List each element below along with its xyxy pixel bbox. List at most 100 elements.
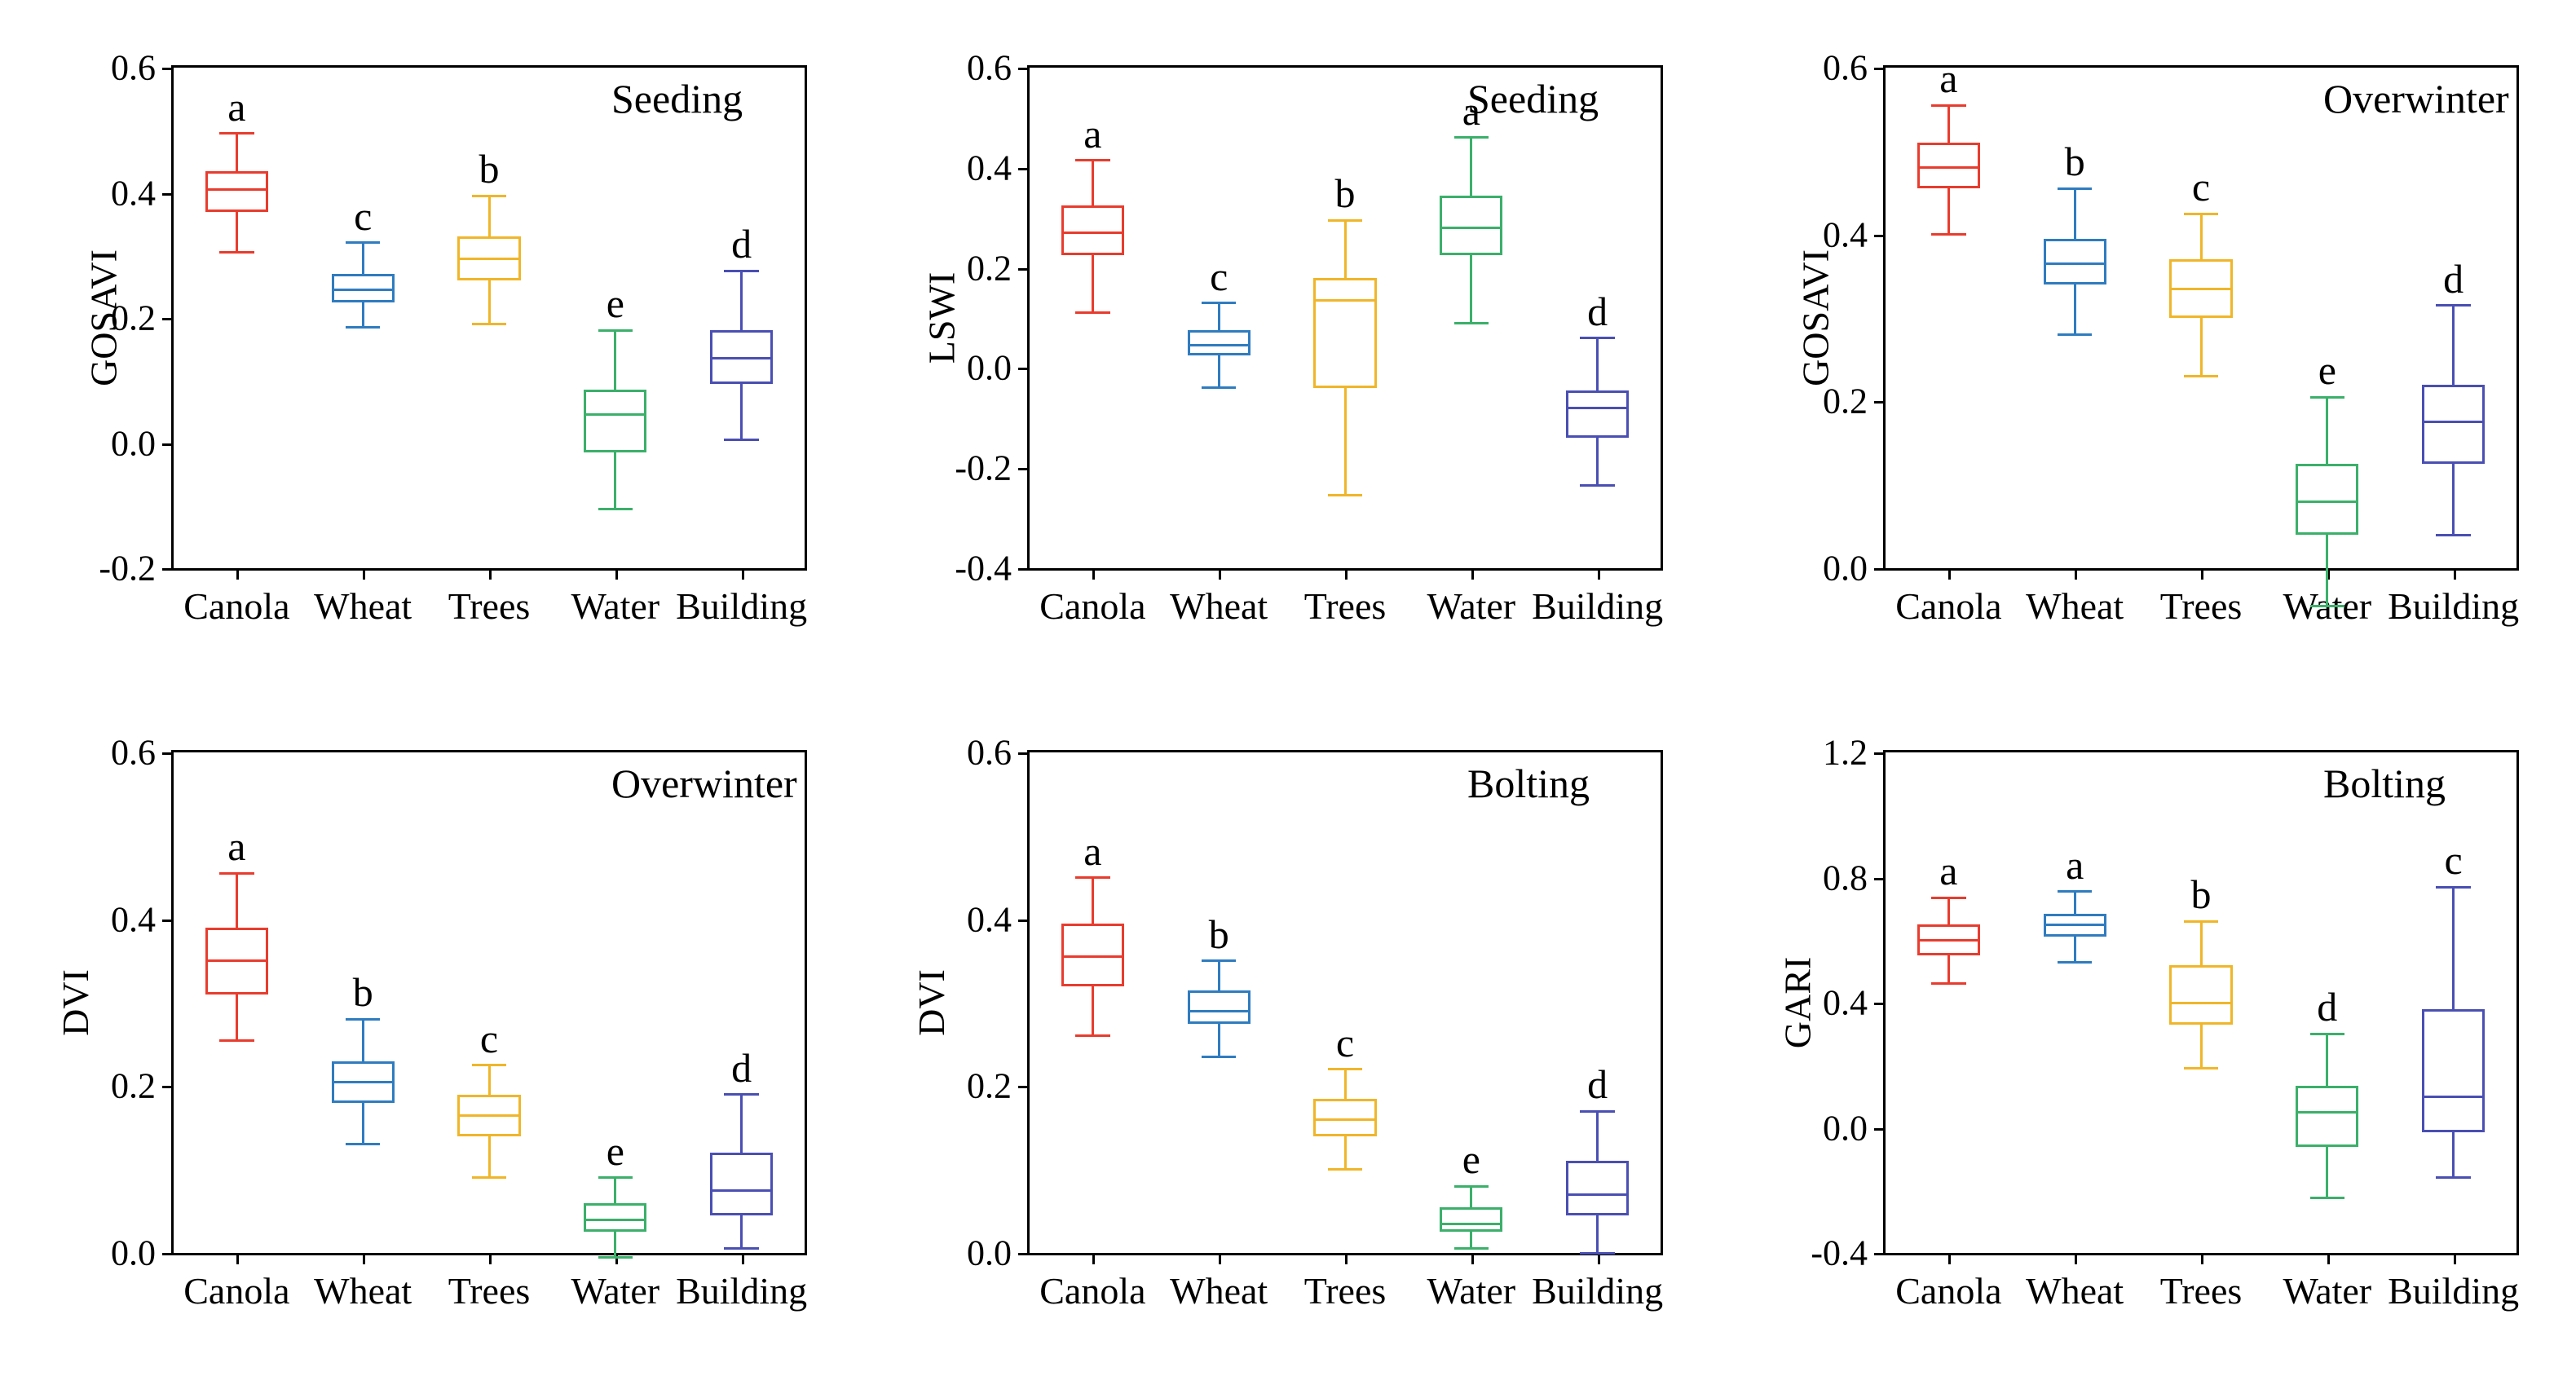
significance-letter: b bbox=[1209, 911, 1229, 958]
boxplot-cap bbox=[1328, 494, 1363, 496]
boxplot-median bbox=[457, 1114, 520, 1117]
boxplot-cap bbox=[598, 329, 633, 332]
boxplot-box bbox=[2422, 385, 2485, 464]
x-tick-label: Water bbox=[2283, 1253, 2371, 1312]
x-tick-label: Water bbox=[1427, 1253, 1515, 1312]
significance-letter: d bbox=[731, 220, 752, 267]
boxplot-cap bbox=[1328, 1068, 1363, 1070]
plot-area: -0.4-0.20.00.20.40.6CanolaaWheatcTreesbW… bbox=[1027, 65, 1663, 571]
x-tick-label: Canola bbox=[1039, 1253, 1145, 1312]
boxplot-cap bbox=[1454, 136, 1489, 139]
y-tick-label: 0.4 bbox=[1823, 982, 1886, 1024]
significance-letter: d bbox=[731, 1044, 752, 1092]
boxplot-box bbox=[1061, 924, 1124, 986]
boxplot-cap bbox=[472, 1176, 507, 1179]
significance-letter: c bbox=[1336, 1019, 1354, 1066]
y-axis-label: GARI bbox=[1775, 957, 1819, 1048]
x-tick-label: Trees bbox=[448, 1253, 531, 1312]
panel-title: Bolting bbox=[1467, 760, 1590, 807]
boxplot-cap bbox=[1202, 386, 1237, 389]
panel-p12: LSWI -0.4-0.20.00.20.40.6CanolaaWheatcTre… bbox=[880, 24, 1704, 668]
boxplot-cap bbox=[2184, 213, 2219, 215]
boxplot-box bbox=[1440, 196, 1502, 256]
x-tick-label: Trees bbox=[2160, 568, 2243, 628]
panel-p13: GOSAVI 0.00.20.40.6CanolaaWheatbTreescWat… bbox=[1736, 24, 2560, 668]
panel-title: Bolting bbox=[2323, 760, 2446, 807]
plot-area: -0.40.00.40.81.2CanolaaWheataTreesbWater… bbox=[1883, 750, 2519, 1255]
y-tick-label: 0.0 bbox=[1823, 1107, 1886, 1149]
significance-letter: c bbox=[2444, 836, 2462, 884]
y-tick-label: 0.0 bbox=[967, 1233, 1030, 1274]
boxplot-box bbox=[2044, 239, 2106, 284]
x-tick-label: Wheat bbox=[314, 568, 412, 628]
boxplot-cap bbox=[472, 323, 507, 325]
y-tick-label: -0.2 bbox=[955, 448, 1030, 489]
significance-letter: e bbox=[607, 1127, 624, 1175]
boxplot-cap bbox=[724, 270, 759, 272]
y-tick-label: 0.6 bbox=[967, 732, 1030, 774]
boxplot-box bbox=[584, 1203, 646, 1233]
boxplot-cap bbox=[1931, 233, 1966, 236]
boxplot-cap bbox=[2310, 1033, 2345, 1035]
significance-letter: a bbox=[1083, 110, 1101, 157]
significance-letter: b bbox=[479, 145, 500, 192]
panel-p11: GOSAVI-0.20.00.20.40.6CanolaaWheatcTrees… bbox=[24, 24, 848, 668]
significance-letter: a bbox=[227, 823, 245, 870]
y-tick-label: 0.2 bbox=[111, 1065, 174, 1107]
boxplot-median bbox=[2422, 421, 2485, 423]
significance-letter: d bbox=[2317, 983, 2337, 1030]
significance-letter: a bbox=[1939, 847, 1957, 894]
boxplot-cap bbox=[2310, 1197, 2345, 1199]
boxplot-median bbox=[1566, 407, 1629, 409]
boxplot-box bbox=[1313, 278, 1376, 388]
x-tick-label: Wheat bbox=[314, 1253, 412, 1312]
boxplot-median bbox=[1313, 299, 1376, 302]
x-tick-label: Trees bbox=[1304, 568, 1387, 628]
boxplot-cap bbox=[1328, 219, 1363, 222]
boxplot-cap bbox=[1075, 159, 1110, 161]
panel-p22: DVI0.00.20.40.6CanolaaWheatbTreescWatere… bbox=[880, 709, 1704, 1353]
boxplot-cap bbox=[219, 132, 254, 135]
boxplot-cap bbox=[1328, 1168, 1363, 1171]
boxplot-cap bbox=[1580, 484, 1615, 487]
significance-letter: a bbox=[1939, 55, 1957, 102]
boxplot-cap bbox=[219, 1039, 254, 1042]
boxplot-box bbox=[1188, 990, 1251, 1024]
panel-title: Seeding bbox=[1467, 75, 1599, 122]
boxplot-cap bbox=[724, 1093, 759, 1096]
y-axis-label: GOSAVI bbox=[1794, 249, 1837, 386]
y-tick-label: -0.4 bbox=[955, 548, 1030, 589]
plot-area: 0.00.20.40.6CanolaaWheatbTreescWatereBui… bbox=[1883, 65, 2519, 571]
boxplot-median bbox=[2169, 288, 2232, 290]
boxplot-cap bbox=[598, 1176, 633, 1179]
boxplot-median bbox=[1313, 1118, 1376, 1121]
boxplot-box bbox=[1061, 205, 1124, 255]
y-axis-label: DVI bbox=[910, 969, 953, 1036]
boxplot-box bbox=[2296, 1086, 2358, 1147]
y-tick-label: 0.4 bbox=[1823, 214, 1886, 255]
boxplot-box bbox=[584, 390, 646, 452]
boxplot-cap bbox=[1580, 337, 1615, 339]
boxplot-cap bbox=[2436, 1176, 2471, 1179]
boxplot-box bbox=[2169, 965, 2232, 1025]
significance-letter: d bbox=[1587, 1061, 1608, 1108]
boxplot-cap bbox=[346, 1018, 381, 1021]
boxplot-median bbox=[1440, 227, 1502, 229]
boxplot-cap bbox=[1931, 897, 1966, 899]
panel-title: Seeding bbox=[611, 75, 743, 122]
boxplot-cap bbox=[1075, 1034, 1110, 1037]
y-tick-label: -0.2 bbox=[99, 548, 174, 589]
figure-root: GOSAVI -0.2 0.0 0.2 0.4 0.6 Canola a Wheat c Trees… bbox=[0, 0, 2576, 1376]
boxplot-cap bbox=[1931, 982, 1966, 985]
significance-letter: c bbox=[2192, 163, 2210, 210]
y-axis-label: DVI bbox=[54, 969, 97, 1036]
significance-letter: a bbox=[227, 83, 245, 130]
y-axis-label: LSWI bbox=[920, 272, 963, 364]
boxplot-box bbox=[1313, 1099, 1376, 1136]
x-tick-label: Canola bbox=[1895, 568, 2001, 628]
boxplot-box bbox=[205, 171, 268, 212]
y-tick-label: 0.4 bbox=[111, 172, 174, 214]
boxplot-median bbox=[1566, 1193, 1629, 1196]
x-tick-label: Canola bbox=[1895, 1253, 2001, 1312]
x-tick-label: Water bbox=[571, 1253, 659, 1312]
